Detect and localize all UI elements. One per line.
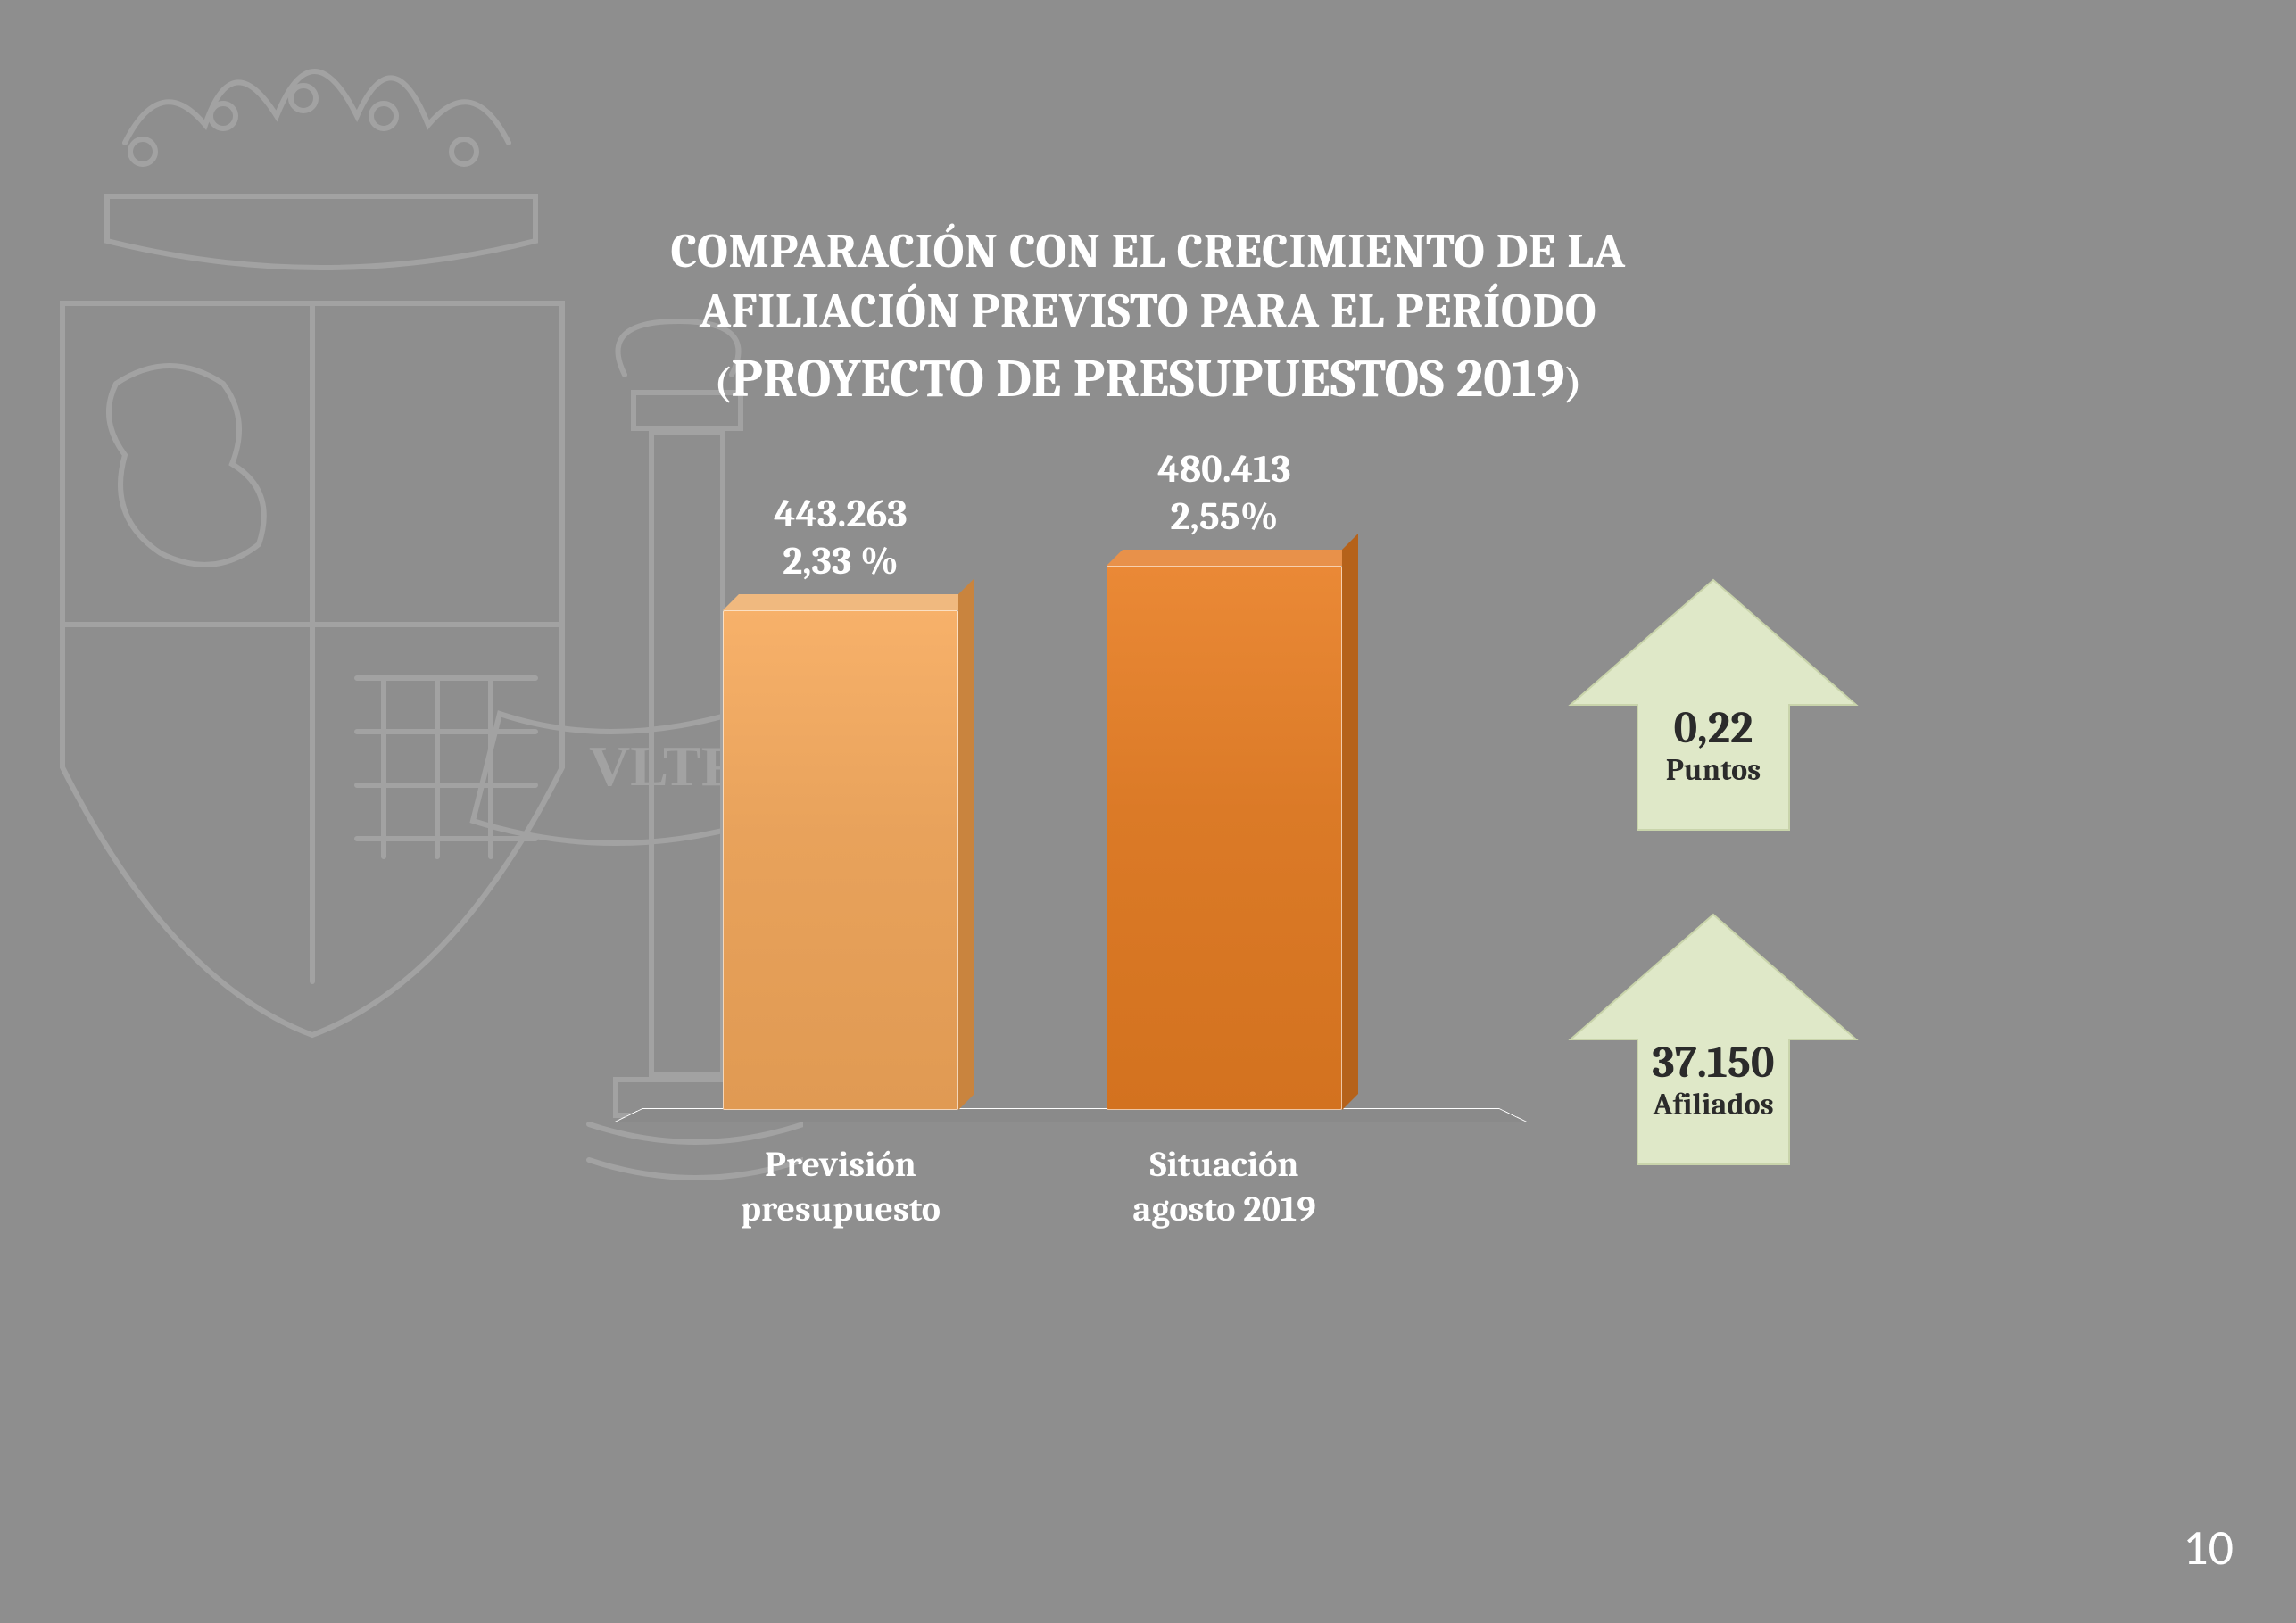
- arrow-big-value: 37.150: [1562, 1039, 1865, 1087]
- title-line-2: AFILIACIÓN PREVISTO PARA EL PERÍODO: [0, 283, 2296, 339]
- bar-side-face: [1342, 534, 1358, 1110]
- slide: VLTR COMPARACIÓN CON EL CRECIMIENTO DE L…: [0, 0, 2296, 1623]
- title-line-3: (PROYECTO DE PRESUPUESTOS 2019): [0, 348, 2296, 410]
- bar-category-line2: presupuesto: [741, 1188, 941, 1230]
- arrow-text: 37.150 Afiliados: [1562, 1039, 1865, 1122]
- arrow-big-value: 0,22: [1562, 705, 1865, 752]
- bar-category-line1: Previsión: [765, 1144, 916, 1185]
- bar-prevision: [723, 610, 958, 1110]
- arrow-small-label: Afiliados: [1562, 1087, 1865, 1122]
- arrow-callout-afiliados: 37.150 Afiliados: [1562, 906, 1865, 1173]
- bar-value-label-prevision: 443.263 2,33 %: [707, 491, 974, 585]
- bar-top-face: [1107, 550, 1358, 566]
- bar-situacion: [1107, 566, 1342, 1110]
- arrow-small-label: Puntos: [1562, 752, 1865, 788]
- bar-front-face: [1107, 566, 1342, 1110]
- bar-value-label-situacion: 480.413 2,55%: [1090, 446, 1358, 541]
- bar-front-face: [723, 610, 958, 1110]
- bar-value-number: 480.413: [1157, 446, 1290, 492]
- bar-value-percent: 2,55%: [1170, 493, 1278, 539]
- title-block: COMPARACIÓN CON EL CRECIMIENTO DE LA AFI…: [0, 223, 2296, 410]
- title-main: PROYECTO DE PRESUPUESTOS 2019: [731, 348, 1564, 410]
- bar-value-percent: 2,33 %: [783, 538, 899, 584]
- bar-category-line1: Situación: [1150, 1144, 1299, 1185]
- chart-floor: [615, 1108, 1527, 1122]
- bar-value-number: 443.263: [774, 491, 907, 536]
- bar-chart: 443.263 2,33 % Previsión presupuesto 480…: [625, 491, 1517, 1294]
- arrow-callout-puntos: 0,22 Puntos: [1562, 571, 1865, 839]
- bar-category-line2: agosto 2019: [1132, 1188, 1315, 1230]
- arrow-text: 0,22 Puntos: [1562, 705, 1865, 788]
- bar-category-label-prevision: Previsión presupuesto: [707, 1142, 974, 1231]
- bar-top-face: [723, 594, 974, 610]
- page-number: 10: [2183, 1518, 2234, 1578]
- bar-side-face: [958, 578, 974, 1110]
- title-line-1: COMPARACIÓN CON EL CRECIMIENTO DE LA: [0, 223, 2296, 279]
- bar-category-label-situacion: Situación agosto 2019: [1090, 1142, 1358, 1231]
- title-paren-open: (: [715, 360, 732, 407]
- title-paren-close: ): [1565, 360, 1582, 407]
